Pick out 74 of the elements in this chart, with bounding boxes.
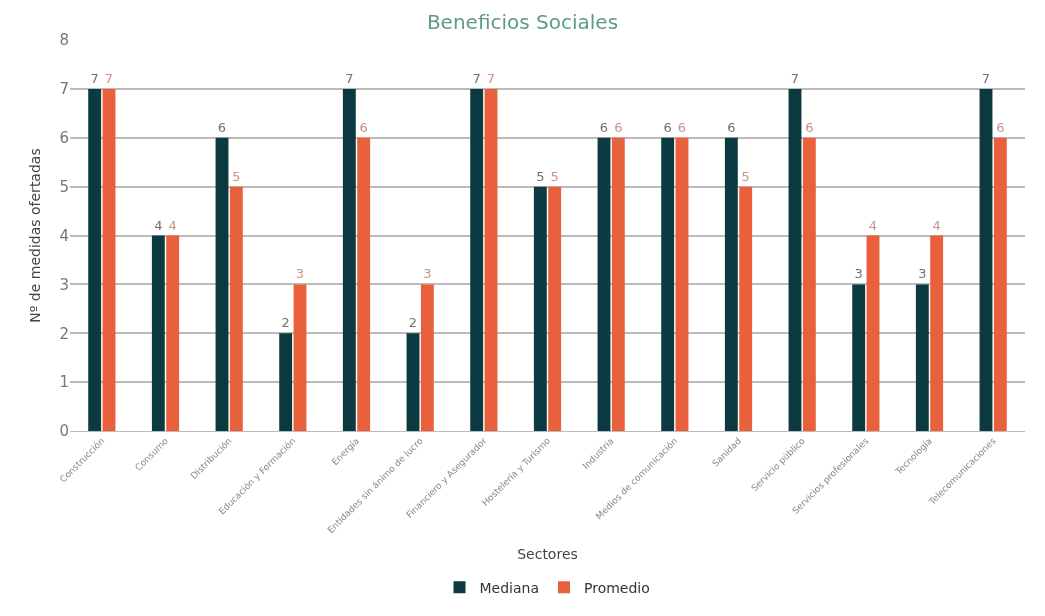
y-tick-label: 7 (59, 80, 69, 99)
bar (979, 88, 993, 431)
bar (88, 88, 102, 431)
bar (215, 137, 229, 431)
data-label: 6 (996, 119, 1005, 135)
x-axis-title: Sectores (517, 546, 578, 563)
y-tick-label: 4 (59, 226, 69, 245)
data-label: 6 (805, 119, 814, 135)
data-label: 7 (104, 70, 114, 86)
bar (915, 284, 929, 431)
bar (852, 284, 866, 431)
y-tick-label: 0 (59, 422, 69, 441)
bar (724, 137, 738, 431)
data-label: 5 (550, 168, 559, 184)
data-label: 6 (663, 119, 672, 135)
data-label: 4 (932, 217, 941, 233)
data-label: 6 (727, 119, 736, 135)
data-label: 7 (981, 70, 991, 86)
data-label: 7 (486, 70, 496, 86)
y-tick-label: 8 (59, 31, 69, 50)
bar (279, 333, 293, 431)
data-label: 4 (868, 217, 878, 233)
data-label: 3 (918, 266, 927, 282)
bar (229, 186, 243, 431)
data-label: 4 (154, 217, 163, 233)
bar (866, 235, 880, 431)
bar (597, 137, 611, 431)
bar (548, 186, 562, 431)
data-label: 2 (408, 315, 418, 331)
data-label: 3 (854, 266, 863, 282)
y-tick-label: 6 (59, 129, 69, 147)
data-label: 6 (359, 119, 368, 135)
bar (533, 186, 547, 431)
y-tick-label: 5 (59, 177, 69, 196)
data-label: 7 (90, 70, 99, 86)
data-label: 3 (423, 266, 432, 282)
data-label: 7 (790, 70, 800, 86)
bar (357, 137, 371, 431)
legend-label: Promedio (584, 579, 650, 596)
bar (342, 88, 356, 431)
bar (151, 235, 165, 431)
data-label: 7 (345, 70, 354, 86)
bar (406, 333, 420, 431)
bar (788, 88, 802, 431)
bar (802, 137, 816, 431)
data-label: 3 (295, 266, 305, 282)
bar (739, 186, 753, 431)
bar (661, 137, 675, 431)
y-tick-label: 3 (59, 275, 69, 294)
data-label: 7 (472, 70, 481, 86)
bar (611, 137, 625, 431)
bar (293, 284, 307, 431)
data-label: 6 (599, 119, 609, 135)
data-label: 5 (232, 168, 241, 184)
chart-title: Beneficios Sociales (426, 10, 619, 35)
y-axis-title: Nº de medidas ofertadas (27, 148, 44, 323)
legend-label: Mediana (479, 579, 539, 596)
bar (102, 88, 116, 431)
y-tick-label: 2 (59, 324, 69, 343)
data-label: 6 (217, 119, 227, 135)
bar (166, 235, 180, 431)
data-label: 2 (281, 315, 290, 331)
bar (675, 137, 689, 431)
bar (993, 137, 1007, 431)
bar (470, 88, 484, 431)
data-label: 5 (536, 168, 545, 184)
bar (930, 235, 944, 431)
y-tick-label: 1 (59, 373, 69, 392)
data-label: 6 (677, 119, 687, 135)
data-label: 5 (741, 168, 750, 184)
data-label: 6 (614, 119, 623, 135)
data-label: 4 (168, 217, 177, 233)
bar (484, 88, 498, 431)
bar (420, 284, 434, 431)
